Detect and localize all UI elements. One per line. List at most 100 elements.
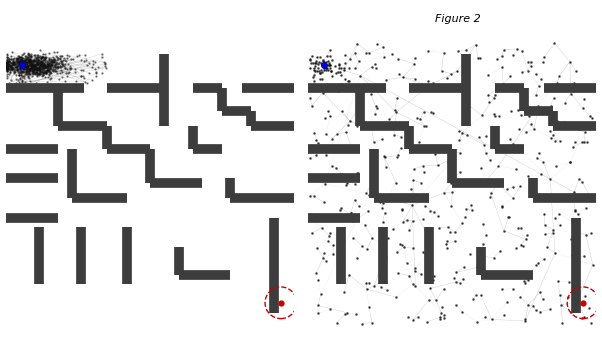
Point [37, 62, 46, 68]
Point [57, 58, 66, 64]
Point [578, 139, 588, 145]
Point [88, 61, 98, 67]
Point [4, 62, 14, 68]
Point [29, 58, 39, 64]
Point [11, 57, 20, 63]
Point [438, 304, 447, 310]
Point [322, 145, 332, 151]
Point [39, 51, 48, 57]
Point [33, 57, 42, 63]
Point [46, 76, 55, 82]
Point [29, 63, 39, 69]
Point [434, 225, 444, 231]
Point [78, 74, 87, 79]
Point [22, 63, 31, 69]
Point [439, 315, 449, 320]
Point [57, 74, 66, 79]
Point [42, 61, 52, 66]
Point [521, 237, 531, 242]
Point [29, 67, 39, 73]
Point [2, 64, 12, 69]
Point [22, 62, 32, 68]
Point [17, 68, 26, 73]
Point [309, 72, 319, 78]
Point [23, 64, 33, 70]
Point [482, 178, 491, 184]
Point [340, 61, 349, 66]
Point [24, 68, 34, 74]
Point [41, 70, 51, 76]
Point [343, 122, 353, 128]
Point [2, 52, 12, 57]
Point [20, 55, 29, 61]
Point [12, 68, 22, 73]
Point [305, 56, 314, 62]
Point [350, 197, 359, 203]
Point [70, 66, 80, 72]
Point [7, 60, 16, 66]
Point [25, 78, 34, 84]
Point [32, 66, 42, 72]
Point [28, 64, 37, 70]
Point [559, 195, 568, 201]
Point [371, 66, 381, 71]
Point [28, 58, 38, 64]
Point [47, 59, 57, 65]
Point [46, 63, 55, 69]
Point [48, 66, 58, 72]
Point [24, 69, 34, 74]
Point [26, 63, 36, 69]
Point [395, 241, 405, 246]
Point [545, 176, 555, 182]
Point [31, 61, 41, 66]
Point [50, 63, 60, 69]
Point [24, 81, 34, 87]
Point [25, 52, 34, 58]
Point [25, 72, 35, 77]
Point [16, 59, 25, 65]
Point [55, 55, 64, 61]
Point [344, 213, 354, 219]
Point [586, 195, 595, 201]
Point [551, 163, 561, 169]
Point [18, 64, 28, 70]
Point [51, 66, 60, 72]
Point [59, 63, 69, 69]
Point [13, 61, 23, 67]
Point [35, 62, 45, 68]
Point [320, 181, 330, 187]
Point [49, 59, 59, 64]
Point [57, 59, 67, 64]
Point [452, 269, 461, 275]
Point [63, 70, 72, 76]
Point [571, 68, 581, 74]
Point [468, 296, 478, 302]
Point [2, 64, 12, 70]
Point [350, 51, 359, 56]
Point [573, 229, 583, 235]
Point [473, 55, 483, 61]
Point [46, 61, 56, 67]
Point [29, 58, 39, 64]
Point [14, 65, 23, 71]
Point [30, 54, 40, 60]
Point [55, 64, 64, 70]
Point [27, 62, 37, 67]
Point [306, 211, 315, 217]
Point [10, 69, 19, 74]
Point [2, 61, 12, 66]
Point [16, 57, 25, 62]
Point [323, 65, 332, 70]
Point [540, 232, 550, 237]
Point [19, 60, 29, 66]
Point [24, 59, 34, 65]
Point [414, 314, 423, 319]
Point [327, 136, 337, 141]
Point [551, 138, 560, 143]
Point [50, 69, 60, 74]
Point [308, 60, 317, 66]
Point [22, 61, 32, 67]
Point [587, 115, 597, 121]
Point [381, 255, 391, 260]
Point [539, 54, 549, 60]
